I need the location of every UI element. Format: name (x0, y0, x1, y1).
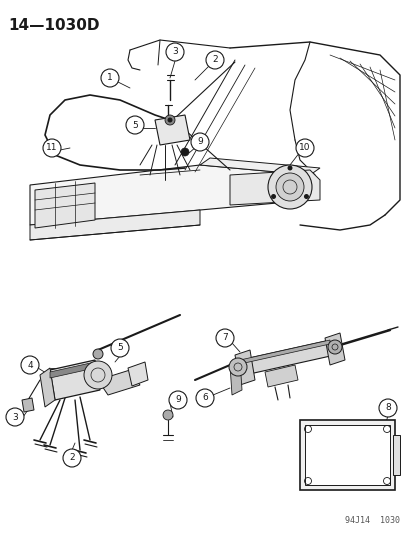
Circle shape (287, 166, 292, 171)
Circle shape (63, 449, 81, 467)
Text: 2: 2 (212, 55, 217, 64)
Text: 9: 9 (197, 138, 202, 147)
Circle shape (126, 116, 144, 134)
Circle shape (111, 339, 129, 357)
Circle shape (295, 139, 313, 157)
Text: 3: 3 (172, 47, 178, 56)
Circle shape (180, 148, 189, 156)
Polygon shape (230, 170, 319, 205)
Circle shape (167, 117, 172, 123)
Circle shape (206, 51, 223, 69)
Polygon shape (240, 340, 329, 364)
Polygon shape (240, 340, 334, 375)
Text: 4: 4 (27, 360, 33, 369)
Text: 9: 9 (175, 395, 180, 405)
Circle shape (378, 399, 396, 417)
Polygon shape (154, 115, 190, 145)
Polygon shape (50, 362, 95, 378)
Polygon shape (98, 370, 140, 395)
Text: 94J14  1030: 94J14 1030 (344, 516, 399, 525)
Text: 2: 2 (69, 454, 75, 463)
Polygon shape (230, 360, 242, 395)
Text: 3: 3 (12, 413, 18, 422)
Circle shape (195, 389, 214, 407)
Polygon shape (299, 420, 394, 490)
Circle shape (43, 139, 61, 157)
Text: 11: 11 (46, 143, 57, 152)
Polygon shape (304, 425, 389, 485)
Polygon shape (264, 365, 297, 387)
Polygon shape (22, 398, 34, 412)
Polygon shape (50, 360, 100, 400)
Circle shape (101, 69, 119, 87)
Text: 5: 5 (117, 343, 123, 352)
Polygon shape (40, 368, 55, 407)
Circle shape (165, 115, 175, 125)
Polygon shape (35, 183, 95, 228)
Text: 1: 1 (107, 74, 113, 83)
Text: 14—1030D: 14—1030D (8, 18, 99, 33)
Circle shape (267, 165, 311, 209)
Polygon shape (128, 362, 147, 386)
Text: 6: 6 (202, 393, 207, 402)
Circle shape (84, 361, 112, 389)
Circle shape (169, 391, 187, 409)
Circle shape (228, 358, 247, 376)
Polygon shape (199, 158, 319, 175)
Circle shape (216, 329, 233, 347)
Circle shape (275, 173, 303, 201)
Polygon shape (392, 435, 399, 475)
Text: 8: 8 (384, 403, 390, 413)
Circle shape (93, 349, 103, 359)
Text: 5: 5 (132, 120, 138, 130)
Circle shape (163, 410, 173, 420)
Circle shape (166, 43, 183, 61)
Polygon shape (324, 333, 344, 365)
Text: 7: 7 (222, 334, 227, 343)
Polygon shape (30, 210, 199, 240)
Circle shape (327, 340, 341, 354)
Polygon shape (30, 165, 309, 225)
Circle shape (6, 408, 24, 426)
Circle shape (271, 194, 275, 199)
Text: 10: 10 (299, 143, 310, 152)
Circle shape (190, 133, 209, 151)
Circle shape (21, 356, 39, 374)
Polygon shape (235, 350, 254, 385)
Circle shape (303, 194, 308, 199)
